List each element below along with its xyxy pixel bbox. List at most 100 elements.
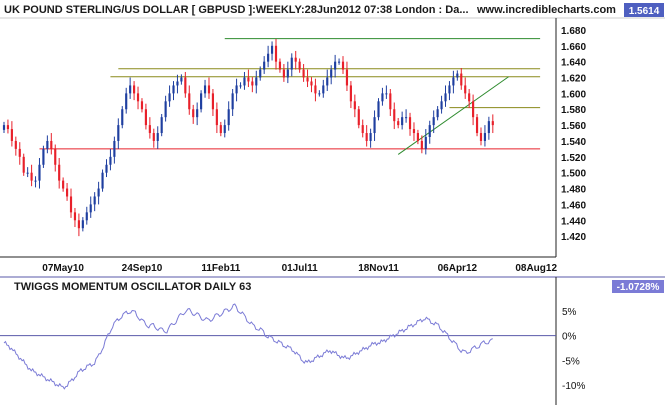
candle — [113, 136, 116, 164]
candle-body — [322, 85, 325, 94]
candle — [448, 81, 451, 101]
oscillator-title: TWIGGS MOMENTUM OSCILLATOR DAILY 63 — [14, 281, 251, 293]
candle-body — [369, 133, 372, 141]
candle-body — [227, 109, 230, 126]
price-tick-label: 1.660 — [561, 42, 586, 53]
candle-body — [345, 69, 349, 86]
candle-body — [14, 140, 17, 149]
candle — [140, 98, 144, 113]
candle — [286, 61, 289, 84]
candle-body — [361, 125, 364, 134]
candle — [424, 129, 427, 155]
candle-body — [278, 61, 282, 70]
trend-line-rising-trendline — [397, 76, 509, 155]
oscillator-tick-label: 5% — [562, 307, 577, 318]
candle — [416, 129, 419, 145]
candle-body — [487, 121, 490, 134]
candle — [6, 119, 10, 134]
candle-body — [479, 133, 483, 141]
candle-body — [38, 164, 41, 181]
candle — [405, 109, 408, 123]
candle — [168, 85, 171, 107]
candle — [18, 142, 21, 165]
candle — [247, 69, 250, 88]
candle-body — [196, 109, 199, 118]
candle-body — [176, 81, 179, 86]
candle-body — [133, 85, 136, 94]
candle — [361, 119, 364, 138]
candle-body — [148, 125, 151, 134]
candle-body — [77, 220, 80, 229]
main-chart-title: UK POUND STERLING/US DOLLAR [ GBPUSD ]:W… — [4, 4, 469, 16]
candle — [412, 122, 416, 141]
price-tick-label: 1.540 — [561, 137, 586, 148]
price-tick-label: 1.520 — [561, 153, 586, 164]
candle-body — [357, 109, 360, 126]
candle-body — [263, 61, 266, 70]
candle — [487, 116, 490, 140]
candle-body — [168, 93, 171, 102]
candle-body — [113, 140, 116, 157]
candle — [349, 81, 352, 109]
candle — [133, 81, 136, 101]
candle-body — [397, 121, 400, 126]
candle — [381, 87, 384, 106]
candle-body — [389, 93, 392, 110]
price-tick-label: 1.680 — [561, 26, 586, 37]
candle — [46, 135, 49, 154]
candle-body — [65, 188, 69, 197]
candle — [211, 89, 215, 116]
candle — [357, 106, 360, 129]
candle-body — [318, 93, 321, 95]
candle — [373, 110, 376, 141]
candle — [109, 148, 112, 171]
date-tick-label: 24Sep10 — [122, 263, 163, 274]
candle-body — [184, 77, 187, 94]
candle — [192, 104, 195, 124]
candle — [420, 135, 423, 154]
candle — [251, 77, 254, 93]
candle-body — [334, 61, 337, 70]
candle — [196, 102, 199, 126]
candle-body — [117, 125, 120, 141]
candle — [227, 101, 230, 131]
price-tick-label: 1.460 — [561, 200, 586, 211]
candle — [263, 56, 266, 74]
candle — [144, 103, 147, 130]
candle-body — [416, 133, 419, 141]
candle — [472, 94, 475, 126]
candle — [389, 89, 392, 116]
price-tick-label: 1.600 — [561, 89, 586, 100]
candle — [77, 213, 80, 237]
candle-body — [180, 77, 183, 82]
candle — [58, 158, 61, 189]
candle-body — [30, 172, 33, 181]
candle-body — [85, 212, 88, 221]
candle — [334, 54, 337, 78]
candle — [101, 169, 104, 192]
candle — [34, 176, 37, 188]
candle — [274, 39, 278, 70]
candle-body — [267, 53, 270, 62]
candle-body — [247, 77, 250, 82]
candle-body — [121, 109, 124, 126]
price-tick-label: 1.620 — [561, 74, 586, 85]
candle-body — [444, 93, 447, 102]
candle — [215, 102, 218, 134]
candle-body — [420, 140, 423, 149]
date-tick-label: 01Jul11 — [282, 263, 319, 274]
candle — [330, 65, 333, 85]
candle-body — [164, 101, 167, 118]
candle-body — [50, 140, 53, 149]
candle — [184, 71, 187, 98]
site-url[interactable]: www.incrediblecharts.com — [476, 4, 616, 16]
candle — [243, 71, 246, 90]
candle — [188, 85, 191, 115]
candle-body — [129, 85, 132, 94]
candle — [282, 64, 285, 82]
candle — [432, 110, 435, 134]
candle — [235, 78, 238, 102]
oscillator-value-label: -1.0728% — [617, 282, 660, 293]
candle-body — [54, 148, 57, 165]
